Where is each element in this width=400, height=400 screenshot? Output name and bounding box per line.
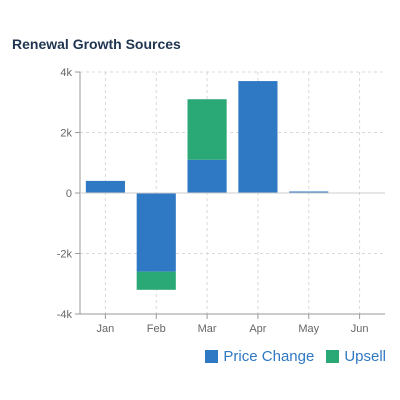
x-tick-label: Feb xyxy=(147,323,166,335)
y-tick-label: 4k xyxy=(60,67,72,79)
labels-layer: 4k 2k 0 -2k -4k Jan Feb Mar Apr May Jun xyxy=(57,67,369,335)
legend-label-price-change: Price Change xyxy=(223,348,315,365)
bar-price-change-mar[interactable] xyxy=(187,159,227,193)
bar-price-change-apr[interactable] xyxy=(238,81,278,193)
bar-price-change-may[interactable] xyxy=(289,191,329,193)
legend-label-upsell: Upsell xyxy=(344,348,386,365)
x-tick-label: Jan xyxy=(97,323,115,335)
y-tick-label: -2k xyxy=(57,249,73,261)
legend-item-price-change[interactable]: Price Change xyxy=(205,348,314,365)
y-tick-label: -4k xyxy=(57,309,73,321)
bars-layer xyxy=(85,81,329,290)
chart-title: Renewal Growth Sources xyxy=(12,36,181,52)
y-tick-label: 2k xyxy=(60,128,72,140)
x-tick-label: Apr xyxy=(249,323,266,335)
bar-upsell-mar[interactable] xyxy=(187,99,227,160)
legend-swatch-price-change xyxy=(205,350,219,363)
legend-swatch-upsell xyxy=(326,350,340,363)
legend-item-upsell[interactable]: Upsell xyxy=(326,348,386,365)
bar-price-change-jan[interactable] xyxy=(85,180,125,193)
x-tick-label: Jun xyxy=(351,323,369,335)
x-tick-label: Mar xyxy=(198,323,217,335)
bar-price-change-feb[interactable] xyxy=(136,193,176,272)
x-tick-label: May xyxy=(298,323,319,335)
y-tick-label: 0 xyxy=(66,188,72,200)
axes-layer xyxy=(75,71,385,319)
chart-legend: Price Change Upsell xyxy=(205,348,386,365)
bar-upsell-feb[interactable] xyxy=(136,271,176,290)
